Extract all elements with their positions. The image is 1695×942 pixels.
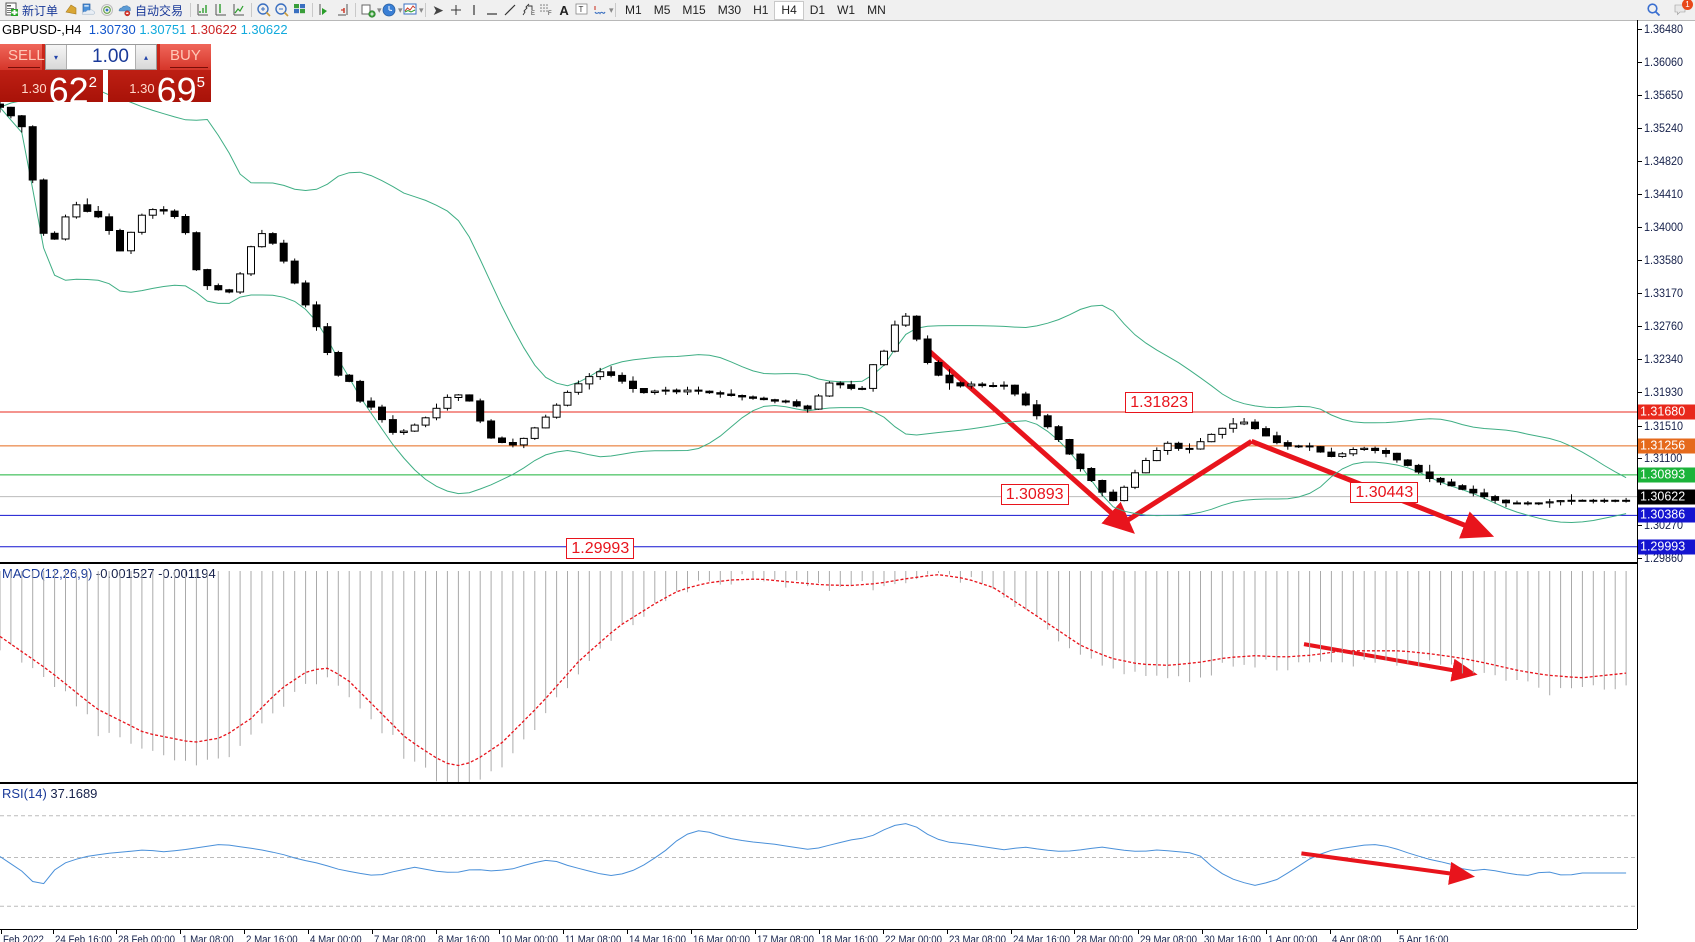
svg-text:F: F: [548, 11, 552, 17]
svg-text:E: E: [531, 11, 535, 17]
svg-text:T: T: [579, 5, 584, 14]
